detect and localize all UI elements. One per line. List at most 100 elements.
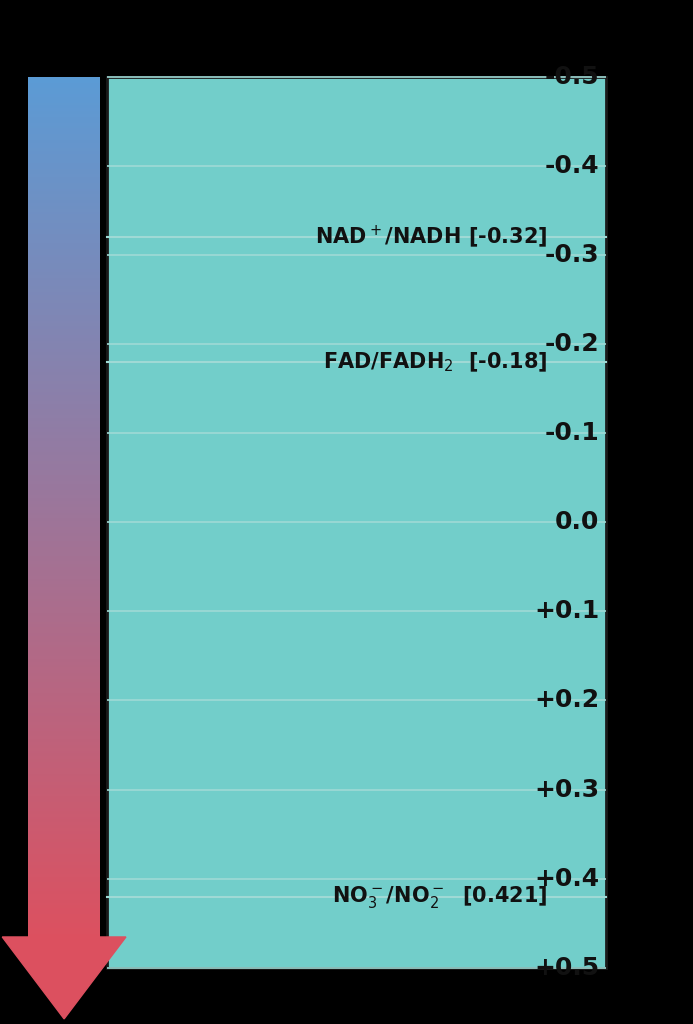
Bar [28, 931, 100, 934]
Bar [28, 908, 100, 911]
Bar [28, 894, 100, 897]
Bar [28, 830, 100, 834]
Bar [28, 914, 100, 916]
Bar [28, 421, 100, 424]
Bar [28, 521, 100, 524]
Bar [28, 389, 100, 392]
Bar [28, 787, 100, 791]
Bar [28, 257, 100, 260]
Bar [28, 929, 100, 931]
Bar [28, 171, 100, 174]
Bar [28, 335, 100, 338]
Bar [28, 212, 100, 214]
Bar [28, 470, 100, 472]
Bar [28, 501, 100, 504]
Bar [28, 507, 100, 510]
Bar [28, 481, 100, 484]
Bar [28, 582, 100, 585]
Bar [28, 357, 100, 360]
Bar [28, 281, 100, 284]
Bar [28, 303, 100, 306]
Bar [28, 630, 100, 633]
Text: +0.2: +0.2 [534, 688, 599, 713]
Bar [28, 214, 100, 217]
Bar [28, 343, 100, 346]
Bar [28, 719, 100, 722]
Bar [28, 845, 100, 848]
Bar [28, 415, 100, 418]
Bar [28, 274, 100, 278]
Bar [28, 349, 100, 352]
Bar [28, 759, 100, 762]
Polygon shape [2, 937, 126, 1019]
Text: +0.5: +0.5 [534, 955, 599, 980]
Bar [28, 246, 100, 249]
Bar [28, 223, 100, 226]
Text: 0.0: 0.0 [555, 510, 599, 535]
Bar [28, 80, 100, 83]
Bar [28, 658, 100, 662]
Bar [28, 174, 100, 177]
Bar [28, 231, 100, 234]
Bar [28, 398, 100, 400]
Bar [28, 375, 100, 378]
Bar [28, 83, 100, 85]
Bar [28, 367, 100, 370]
Bar [28, 478, 100, 481]
Bar [28, 324, 100, 327]
Bar [28, 547, 100, 550]
Bar [28, 814, 100, 816]
Bar [28, 341, 100, 343]
Bar [28, 475, 100, 478]
Bar [28, 816, 100, 819]
Bar [28, 782, 100, 785]
Bar [28, 714, 100, 716]
Bar [28, 489, 100, 493]
Bar [28, 329, 100, 332]
Bar [28, 338, 100, 341]
Bar [107, 77, 606, 968]
Bar [28, 604, 100, 607]
Bar [28, 524, 100, 527]
Bar [28, 91, 100, 94]
Bar [28, 748, 100, 751]
Bar [28, 854, 100, 857]
Bar [28, 590, 100, 593]
Bar [28, 85, 100, 88]
Bar [28, 851, 100, 854]
Bar [28, 639, 100, 642]
Bar [28, 372, 100, 375]
Bar [28, 926, 100, 929]
Bar [28, 300, 100, 303]
Bar [28, 794, 100, 797]
Bar [28, 238, 100, 241]
Bar [28, 384, 100, 386]
Bar [28, 653, 100, 656]
Bar [28, 644, 100, 647]
Bar [28, 429, 100, 432]
Bar [28, 888, 100, 891]
Bar [28, 920, 100, 923]
Bar [28, 332, 100, 335]
Bar [28, 886, 100, 888]
Bar [28, 911, 100, 914]
Bar [28, 413, 100, 415]
Bar [28, 271, 100, 274]
Bar [28, 862, 100, 865]
Text: +0.1: +0.1 [534, 599, 599, 624]
Bar [28, 518, 100, 521]
Bar [28, 682, 100, 685]
Bar [28, 613, 100, 615]
Bar [28, 94, 100, 97]
Bar [28, 309, 100, 312]
Bar [28, 868, 100, 871]
Bar [28, 848, 100, 851]
Bar [28, 601, 100, 604]
Bar [28, 642, 100, 644]
Bar [28, 834, 100, 837]
Bar [28, 532, 100, 536]
Bar [28, 730, 100, 733]
Bar [28, 765, 100, 768]
Bar [28, 450, 100, 453]
Bar [28, 585, 100, 587]
